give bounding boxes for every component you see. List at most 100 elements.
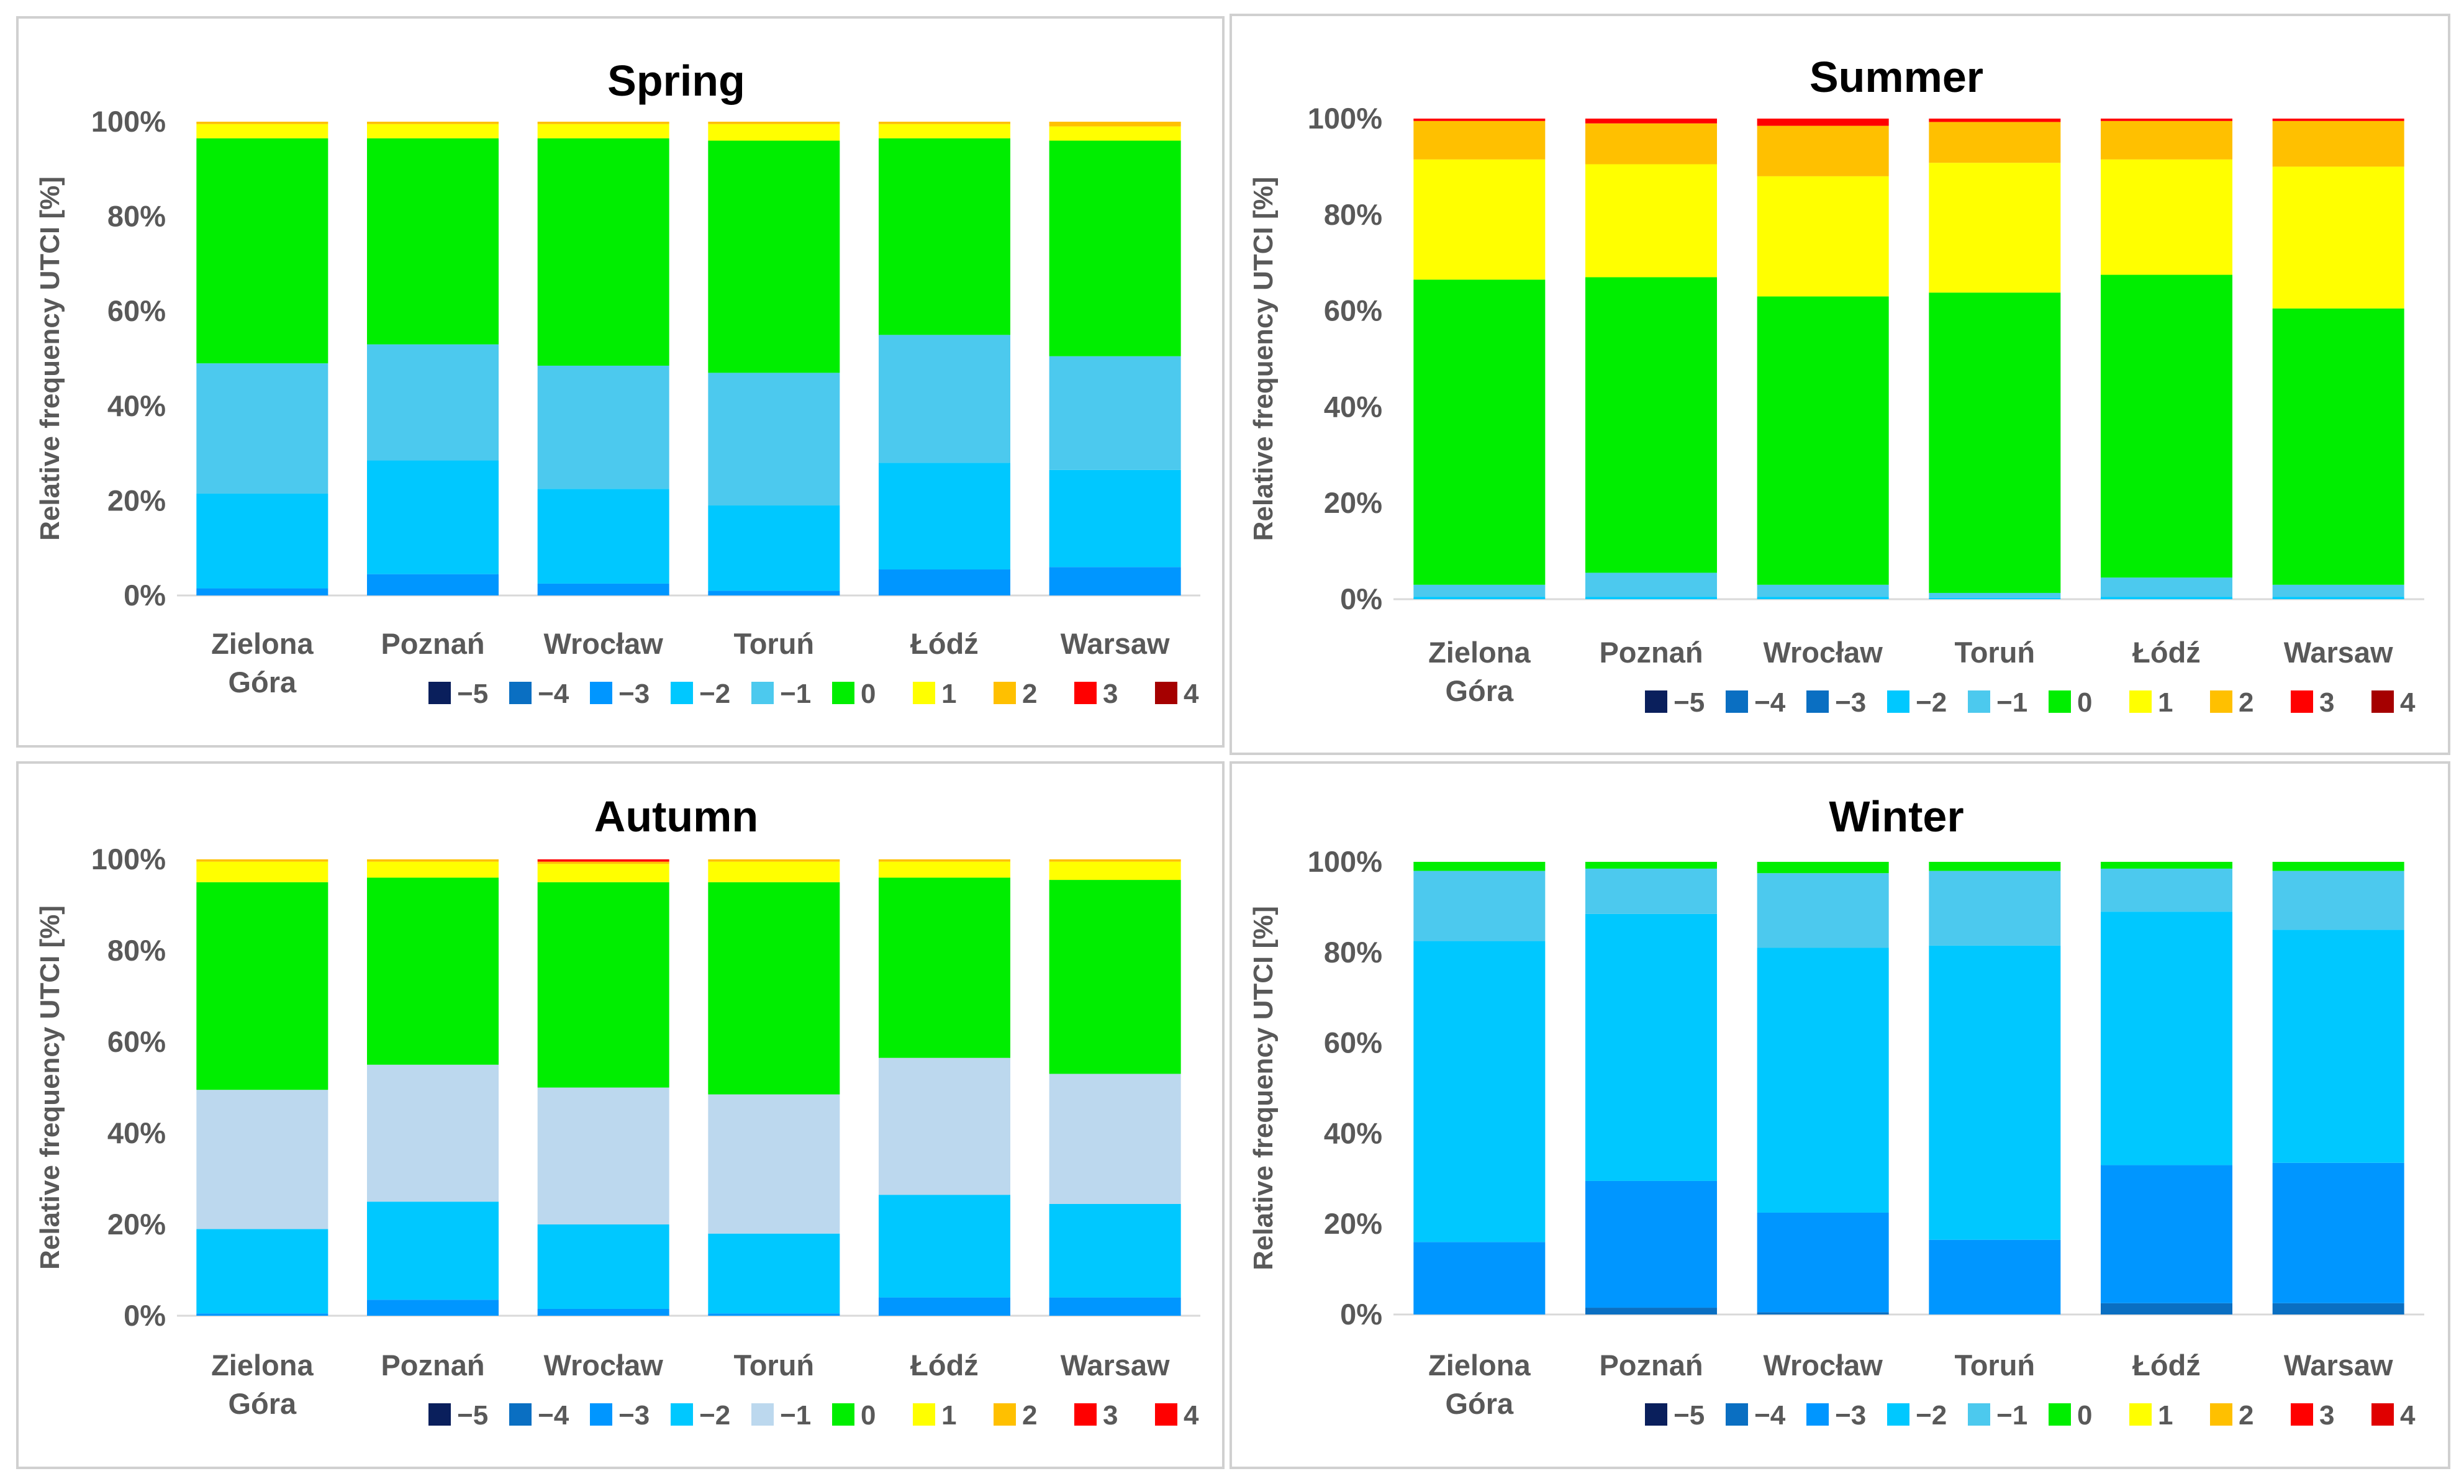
- legend-label-3: 3: [1103, 679, 1118, 709]
- x-category-label: Zielona: [211, 1349, 314, 1382]
- x-category-label: Wrocław: [1763, 636, 1883, 669]
- legend-swatch-0: [832, 682, 854, 704]
- bar-segment-wroclaw-class-1: [537, 124, 669, 138]
- bar-segment-wroclaw-class-minus3: [1757, 1212, 1889, 1313]
- legend-swatch-minus1: [751, 682, 774, 704]
- bar-segment-torun-class-minus3: [708, 1313, 840, 1316]
- bar-segment-lodz-class-0: [2101, 274, 2232, 578]
- x-category-label: Poznań: [1599, 636, 1703, 669]
- chart-title: Winter: [1829, 792, 1964, 841]
- bar-segment-lodz-class-minus1: [2101, 577, 2232, 597]
- bar-segment-zielona-gora-class-1: [196, 124, 328, 138]
- x-category-label: Warsaw: [2284, 1349, 2393, 1382]
- bar-segment-torun-class-0: [708, 140, 840, 373]
- bar-segment-lodz-class-0: [879, 138, 1010, 335]
- bar-segment-torun-class-minus3: [708, 590, 840, 595]
- chart-title: Autumn: [594, 792, 758, 841]
- bar-segment-torun-class-0: [1929, 862, 2061, 871]
- bar-segment-torun-class-minus3: [1929, 1239, 2061, 1314]
- legend-label-minus3: −3: [618, 1400, 650, 1431]
- y-tick-label: 60%: [1324, 1026, 1382, 1059]
- legend-swatch-minus4: [1726, 690, 1748, 713]
- bar-segment-zielona-gora-class-1: [196, 861, 328, 882]
- bar-segment-torun-class-1: [708, 861, 840, 882]
- legend-swatch-minus2: [1887, 1403, 1909, 1426]
- x-category-label: Warsaw: [2284, 636, 2393, 669]
- y-axis-title: Relative frequency UTCI [%]: [1248, 177, 1279, 541]
- bar-segment-warsaw-class-minus1: [2272, 871, 2404, 930]
- bar-segment-torun-class-1: [1929, 163, 2061, 293]
- legend-label-minus4: −4: [538, 679, 569, 709]
- y-tick-label: 20%: [107, 1208, 166, 1241]
- bar-segment-wroclaw-class-2: [537, 861, 669, 864]
- x-category-label: Góra: [1445, 674, 1514, 707]
- legend-swatch-3: [1074, 682, 1097, 704]
- legend-swatch-1: [2129, 690, 2152, 713]
- legend-swatch-minus5: [1645, 690, 1667, 713]
- legend-swatch-minus1: [1968, 1403, 1990, 1426]
- bar-segment-wroclaw-class-minus3: [537, 583, 669, 595]
- bar-segment-wroclaw-class-0: [1757, 296, 1889, 585]
- x-category-label: Toruń: [1955, 1349, 2036, 1382]
- legend-label-minus2: −2: [1916, 687, 1947, 718]
- legend-label-minus4: −4: [1754, 1400, 1786, 1431]
- y-tick-label: 80%: [1324, 936, 1382, 969]
- legend-swatch-minus5: [428, 682, 451, 704]
- bar-segment-lodz-class-2: [879, 122, 1010, 124]
- y-tick-label: 20%: [1324, 486, 1382, 519]
- y-tick-label: 40%: [1324, 390, 1382, 423]
- x-category-label: Łódź: [2132, 636, 2201, 669]
- bar-segment-torun-class-2: [708, 122, 840, 124]
- bar-segment-wroclaw-class-minus2: [1757, 948, 1889, 1213]
- bar-segment-wroclaw-class-minus1: [537, 1087, 669, 1224]
- bar-segment-warsaw-class-3: [2272, 119, 2404, 121]
- legend-swatch-2: [994, 682, 1016, 704]
- chart-title: Spring: [607, 57, 745, 105]
- bar-segment-zielona-gora-class-minus1: [196, 1090, 328, 1229]
- bar-segment-lodz-class-minus1: [879, 1057, 1010, 1195]
- bar-segment-torun-class-minus1: [708, 1094, 840, 1234]
- bar-segment-zielona-gora-class-minus2: [1413, 597, 1546, 599]
- y-tick-label: 40%: [1324, 1116, 1382, 1149]
- x-category-label: Poznań: [381, 627, 484, 660]
- y-tick-label: 0%: [124, 579, 166, 612]
- bar-segment-lodz-class-3: [2101, 119, 2232, 121]
- legend-swatch-3: [2291, 1403, 2313, 1426]
- legend-swatch-4: [2371, 1403, 2394, 1426]
- legend-label-minus3: −3: [618, 679, 650, 709]
- y-tick-label: 40%: [107, 1116, 166, 1149]
- bar-segment-wroclaw-class-1: [537, 864, 669, 882]
- bar-segment-torun-class-minus2: [708, 505, 840, 591]
- x-category-label: Toruń: [734, 627, 815, 660]
- x-category-label: Góra: [228, 1387, 297, 1420]
- x-category-label: Wrocław: [543, 627, 663, 660]
- bar-segment-wroclaw-class-minus2: [537, 489, 669, 584]
- bar-segment-zielona-gora-class-minus2: [196, 1229, 328, 1314]
- bar-segment-wroclaw-class-minus4: [1757, 1312, 1889, 1314]
- bar-segment-zielona-gora-class-minus1: [196, 363, 328, 494]
- bar-segment-poznan-class-2: [367, 859, 499, 862]
- legend-swatch-minus2: [671, 682, 693, 704]
- legend-label-minus2: −2: [699, 1400, 730, 1431]
- legend-label-1: 1: [941, 1400, 956, 1431]
- legend-swatch-3: [2291, 690, 2313, 713]
- bar-segment-lodz-class-minus4: [2101, 1303, 2232, 1314]
- bar-segment-zielona-gora-class-0: [196, 138, 328, 364]
- bar-segment-poznan-class-minus2: [367, 460, 499, 574]
- legend-label-3: 3: [2319, 1400, 2334, 1431]
- bar-segment-poznan-class-1: [367, 861, 499, 878]
- bar-segment-warsaw-class-2: [1049, 122, 1181, 127]
- bar-segment-zielona-gora-class-minus2: [196, 493, 328, 589]
- legend-swatch-minus2: [671, 1403, 693, 1426]
- legend-label-3: 3: [1103, 1400, 1118, 1431]
- bar-segment-poznan-class-1: [1585, 164, 1717, 278]
- legend-label-4: 4: [1184, 1400, 1199, 1431]
- chart-title: Summer: [1810, 53, 1983, 101]
- legend-swatch-4: [1155, 682, 1177, 704]
- bar-segment-lodz-class-minus3: [879, 1297, 1010, 1316]
- legend-swatch-0: [2049, 1403, 2071, 1426]
- bar-segment-lodz-class-2: [879, 859, 1010, 862]
- bar-segment-wroclaw-class-1: [1757, 176, 1889, 297]
- bar-segment-torun-class-3: [1929, 119, 2061, 122]
- legend-swatch-minus3: [1806, 690, 1829, 713]
